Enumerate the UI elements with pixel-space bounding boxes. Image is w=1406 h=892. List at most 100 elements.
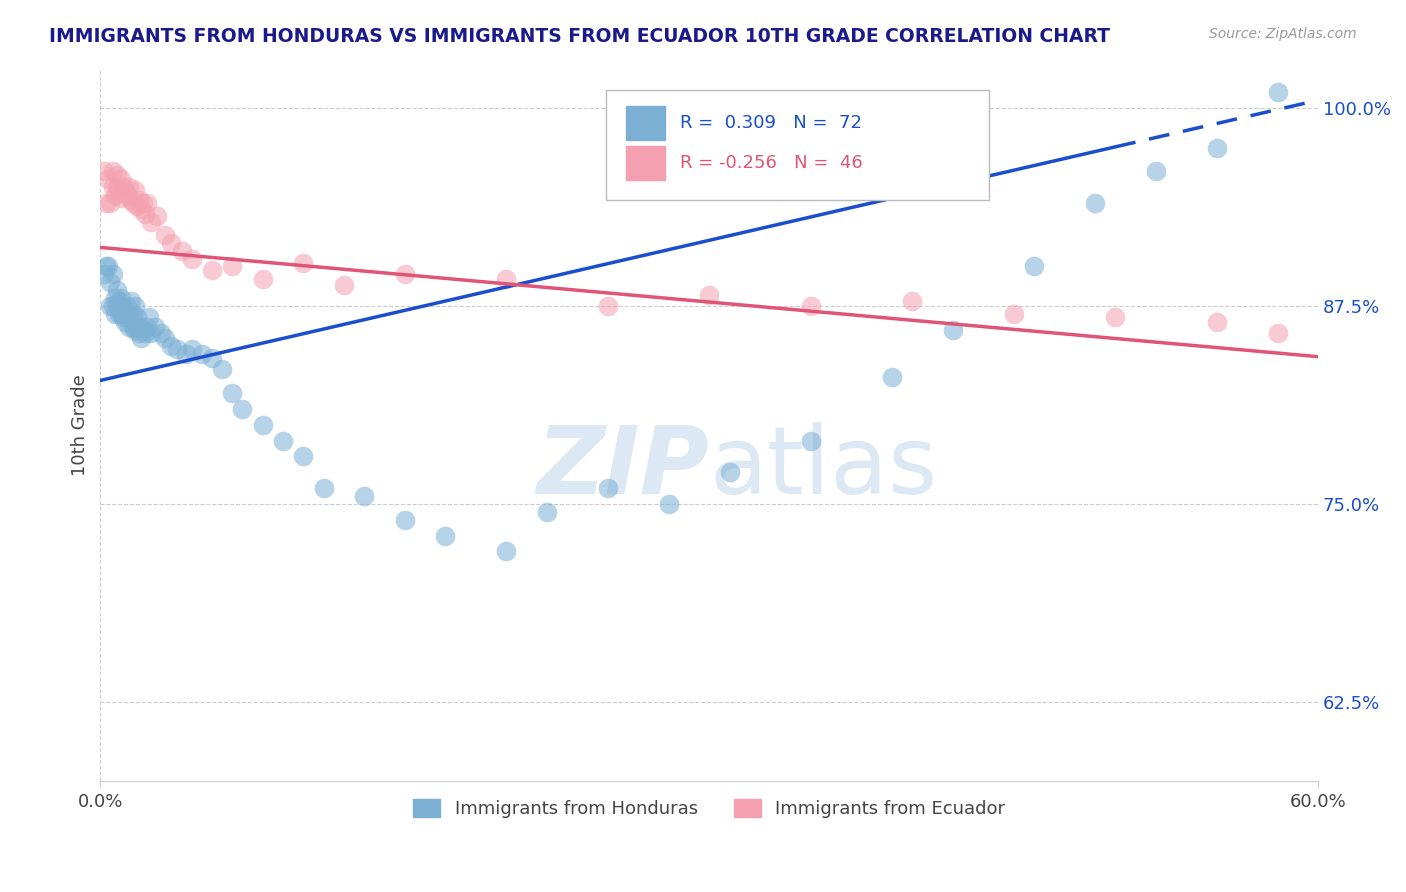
Point — [114, 303, 136, 318]
Point — [101, 299, 124, 313]
Point — [107, 294, 129, 309]
Point — [110, 172, 132, 186]
Point — [180, 252, 202, 266]
Point — [107, 183, 129, 197]
Point — [118, 319, 141, 334]
Point — [495, 544, 517, 558]
Point — [103, 188, 125, 202]
Point — [129, 202, 152, 217]
Point — [292, 256, 315, 270]
Text: atlas: atlas — [709, 422, 938, 514]
Point — [101, 268, 124, 282]
Point — [121, 319, 143, 334]
Point — [120, 193, 142, 207]
Point — [231, 401, 253, 416]
Point — [312, 481, 335, 495]
Point — [115, 307, 138, 321]
Point — [111, 310, 134, 324]
Point — [155, 331, 177, 345]
Point — [333, 278, 356, 293]
Point — [166, 342, 188, 356]
Point — [110, 299, 132, 313]
Point — [1205, 315, 1227, 329]
Point — [1084, 196, 1107, 211]
Point — [115, 188, 138, 202]
Point — [1104, 310, 1126, 324]
Point — [942, 323, 965, 337]
Point — [160, 338, 183, 352]
Point — [136, 319, 159, 334]
Point — [136, 196, 159, 211]
Point — [93, 268, 115, 282]
Point — [103, 291, 125, 305]
Point — [110, 291, 132, 305]
Point — [128, 326, 150, 340]
Point — [292, 450, 315, 464]
Point — [110, 191, 132, 205]
Point — [129, 331, 152, 345]
Point — [121, 307, 143, 321]
Point — [394, 268, 416, 282]
Bar — [627, 146, 665, 180]
Point — [353, 489, 375, 503]
Point — [143, 319, 166, 334]
Point — [155, 227, 177, 242]
Point — [96, 196, 118, 211]
Point — [201, 262, 224, 277]
Point — [124, 299, 146, 313]
Point — [1022, 260, 1045, 274]
Point — [93, 164, 115, 178]
Point — [880, 370, 903, 384]
Point — [96, 260, 118, 274]
Point — [134, 207, 156, 221]
Point — [121, 196, 143, 211]
Point — [191, 346, 214, 360]
Point — [221, 260, 243, 274]
Point — [105, 283, 128, 297]
Text: R = -0.256   N =  46: R = -0.256 N = 46 — [681, 154, 863, 172]
Point — [118, 180, 141, 194]
Point — [101, 180, 124, 194]
Point — [125, 319, 148, 334]
Point — [252, 272, 274, 286]
Point — [434, 528, 457, 542]
Point — [150, 326, 173, 340]
Point — [170, 244, 193, 258]
Point — [536, 505, 558, 519]
Point — [105, 299, 128, 313]
FancyBboxPatch shape — [606, 90, 990, 201]
Point — [394, 513, 416, 527]
Point — [120, 294, 142, 309]
Text: IMMIGRANTS FROM HONDURAS VS IMMIGRANTS FROM ECUADOR 10TH GRADE CORRELATION CHART: IMMIGRANTS FROM HONDURAS VS IMMIGRANTS F… — [49, 27, 1111, 45]
Point — [800, 299, 823, 313]
Point — [211, 362, 233, 376]
Point — [114, 183, 136, 197]
Legend: Immigrants from Honduras, Immigrants from Ecuador: Immigrants from Honduras, Immigrants fro… — [406, 791, 1012, 825]
Point — [174, 346, 197, 360]
Point — [129, 319, 152, 334]
Point — [101, 164, 124, 178]
Point — [139, 326, 162, 340]
Point — [115, 299, 138, 313]
Point — [718, 465, 741, 479]
Point — [1267, 85, 1289, 99]
Point — [111, 299, 134, 313]
Y-axis label: 10th Grade: 10th Grade — [72, 374, 89, 475]
Point — [105, 168, 128, 182]
Point — [97, 172, 120, 186]
Point — [697, 288, 720, 302]
Text: Source: ZipAtlas.com: Source: ZipAtlas.com — [1209, 27, 1357, 41]
Point — [901, 294, 924, 309]
Point — [221, 386, 243, 401]
Point — [100, 275, 122, 289]
Text: R =  0.309   N =  72: R = 0.309 N = 72 — [681, 114, 862, 132]
Text: ZIP: ZIP — [536, 422, 709, 514]
Point — [134, 326, 156, 340]
Bar — [627, 106, 665, 140]
Point — [1144, 164, 1167, 178]
Point — [495, 272, 517, 286]
Point — [596, 299, 619, 313]
Point — [125, 199, 148, 213]
Point — [201, 351, 224, 366]
Point — [658, 497, 681, 511]
